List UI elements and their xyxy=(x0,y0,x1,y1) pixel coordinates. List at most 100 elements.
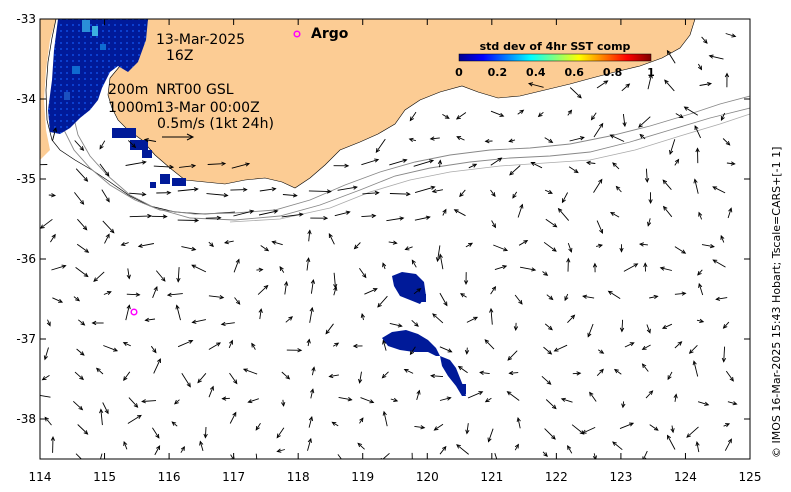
current-vector xyxy=(582,426,596,434)
current-vector xyxy=(362,192,379,195)
current-vector-head xyxy=(209,242,214,248)
current-vector xyxy=(610,212,620,218)
current-vector-head xyxy=(279,266,284,271)
current-vector-head xyxy=(323,215,329,221)
current-vector-head xyxy=(285,374,291,380)
current-vector-head xyxy=(209,385,214,391)
current-vector-head xyxy=(326,189,332,194)
current-vector xyxy=(125,161,146,166)
current-vector-head xyxy=(468,242,474,247)
current-vector xyxy=(538,111,544,117)
current-vector-head xyxy=(309,306,314,312)
current-vector-head xyxy=(408,137,414,142)
colorbar-title: std dev of 4hr SST comp xyxy=(480,40,631,53)
current-vector xyxy=(456,136,465,141)
current-vector-head xyxy=(489,307,494,313)
current-vector xyxy=(544,323,553,331)
current-vector xyxy=(361,215,376,218)
current-vector xyxy=(646,324,651,333)
current-vector-head xyxy=(678,114,684,119)
current-vector-head xyxy=(79,200,85,205)
current-vector xyxy=(528,83,544,88)
current-vector-head xyxy=(191,163,197,169)
current-vector xyxy=(684,106,699,116)
current-vector-head xyxy=(621,403,626,409)
current-vector-head xyxy=(105,197,110,203)
current-vector xyxy=(490,189,496,197)
current-vector xyxy=(199,441,204,452)
current-vector-head xyxy=(577,93,582,99)
current-vector-head xyxy=(40,224,45,229)
current-vector xyxy=(437,245,441,262)
current-vector xyxy=(567,242,572,253)
current-vector xyxy=(144,139,157,142)
argo-float-legend-marker xyxy=(293,30,301,38)
current-vector xyxy=(568,166,579,173)
current-vector-head xyxy=(643,262,648,268)
current-vector-head xyxy=(298,212,304,217)
current-vector xyxy=(614,369,622,375)
current-vector xyxy=(167,293,183,296)
current-vector-head xyxy=(548,325,553,331)
current-vector xyxy=(230,189,247,191)
current-vector-head xyxy=(374,158,380,163)
current-vector-head xyxy=(507,356,512,361)
current-vector-head xyxy=(194,218,200,223)
current-vector-head xyxy=(191,319,197,324)
current-vector-head xyxy=(235,300,241,305)
current-vector-head xyxy=(453,209,459,214)
current-vector-head xyxy=(592,262,598,268)
current-vector xyxy=(306,258,310,271)
current-vector-head xyxy=(586,160,591,166)
current-vector-head xyxy=(377,302,382,308)
credit-text: © IMOS 16-Mar-2025 15:43 Hobart; Tscale=… xyxy=(770,147,783,458)
current-vector xyxy=(123,441,128,450)
current-vector-head xyxy=(603,80,609,85)
current-vector xyxy=(325,323,334,334)
current-vector xyxy=(44,417,52,426)
current-vector-head xyxy=(263,284,269,290)
current-vector-head xyxy=(82,225,88,231)
current-vector-head xyxy=(109,228,115,234)
current-vector xyxy=(647,74,652,90)
x-tick-label: 125 xyxy=(739,470,762,484)
current-vector-head xyxy=(669,149,674,155)
current-vector-head xyxy=(487,437,492,443)
current-vector-head xyxy=(551,404,557,410)
current-vector-head xyxy=(256,465,259,469)
current-vector-head xyxy=(662,179,668,185)
current-vector-head xyxy=(258,267,264,272)
current-vector xyxy=(101,189,110,202)
current-vector xyxy=(662,179,672,190)
y-tick-label: -38 xyxy=(16,412,36,426)
x-tick-label: 118 xyxy=(287,470,310,484)
current-vector xyxy=(645,390,653,399)
current-vector xyxy=(622,113,626,127)
current-vector-head xyxy=(715,296,721,301)
current-vector-head xyxy=(460,293,465,298)
current-vector-head xyxy=(162,214,168,219)
current-vector xyxy=(439,292,448,306)
current-vector xyxy=(76,243,89,253)
current-vector-head xyxy=(91,320,97,326)
current-vector-head xyxy=(437,159,443,165)
current-vector xyxy=(153,165,174,168)
current-vector xyxy=(709,55,724,60)
current-vector xyxy=(307,339,310,347)
current-vector xyxy=(152,286,158,298)
current-vector xyxy=(284,281,288,295)
current-vector-head xyxy=(597,243,604,248)
current-vector xyxy=(675,113,684,118)
current-vector-head xyxy=(699,318,705,323)
current-vector-head xyxy=(137,243,143,248)
current-vector xyxy=(593,123,604,138)
current-vector-head xyxy=(36,163,40,166)
current-vector-head xyxy=(371,213,377,219)
current-vector-head xyxy=(242,187,248,192)
current-vector xyxy=(465,242,473,248)
current-vector-head xyxy=(695,441,700,447)
current-vector-head xyxy=(530,162,536,166)
colorbar-tick-label: 0.2 xyxy=(488,66,508,79)
current-vector xyxy=(42,375,50,381)
current-vector-head xyxy=(191,264,197,269)
